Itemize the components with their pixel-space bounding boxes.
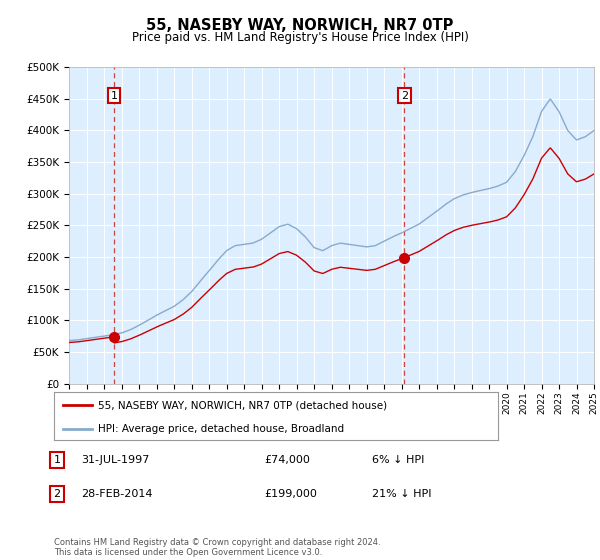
Text: 31-JUL-1997: 31-JUL-1997 <box>81 455 149 465</box>
Text: Contains HM Land Registry data © Crown copyright and database right 2024.
This d: Contains HM Land Registry data © Crown c… <box>54 538 380 557</box>
Text: 6% ↓ HPI: 6% ↓ HPI <box>372 455 424 465</box>
Text: 55, NASEBY WAY, NORWICH, NR7 0TP (detached house): 55, NASEBY WAY, NORWICH, NR7 0TP (detach… <box>98 400 388 410</box>
Text: £74,000: £74,000 <box>264 455 310 465</box>
Text: 2: 2 <box>53 489 61 499</box>
Text: £199,000: £199,000 <box>264 489 317 499</box>
Text: 1: 1 <box>110 91 118 101</box>
Text: HPI: Average price, detached house, Broadland: HPI: Average price, detached house, Broa… <box>98 424 344 434</box>
Text: Price paid vs. HM Land Registry's House Price Index (HPI): Price paid vs. HM Land Registry's House … <box>131 31 469 44</box>
Text: 2: 2 <box>401 91 408 101</box>
Text: 28-FEB-2014: 28-FEB-2014 <box>81 489 152 499</box>
Text: 21% ↓ HPI: 21% ↓ HPI <box>372 489 431 499</box>
Text: 1: 1 <box>53 455 61 465</box>
Text: 55, NASEBY WAY, NORWICH, NR7 0TP: 55, NASEBY WAY, NORWICH, NR7 0TP <box>146 18 454 33</box>
